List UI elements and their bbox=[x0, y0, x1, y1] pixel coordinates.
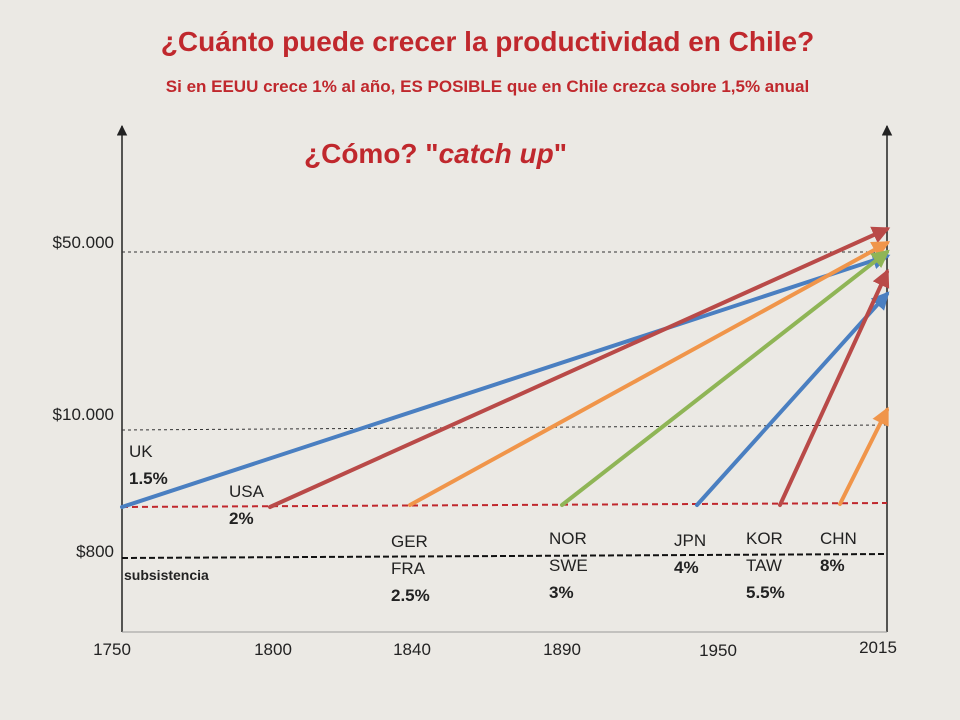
series-label-name: NOR bbox=[549, 529, 587, 548]
series-label: NOR SWE 3% bbox=[549, 529, 588, 602]
x-tick-label-2015: 2015 bbox=[859, 638, 897, 657]
baseline-start-level bbox=[121, 502, 888, 508]
series-label-name: SWE bbox=[549, 556, 588, 575]
catch-up-emphasis: catch up bbox=[438, 138, 554, 169]
subsistence-label: subsistencia bbox=[124, 567, 209, 583]
subsistence-line bbox=[121, 553, 888, 559]
y-tick-label: $10.000 bbox=[53, 405, 114, 424]
y-tick-label: $800 bbox=[76, 542, 114, 561]
series-label: UK 1.5% bbox=[129, 442, 168, 488]
catch-up-prefix: ¿Cómo? " bbox=[304, 138, 439, 169]
x-tick-label-1750: 1750 bbox=[93, 640, 131, 659]
chart-tick-labels: 1750 1800 1840 1890 1950 2015 $800 $10.000 $50.0… bbox=[53, 233, 897, 660]
catch-up-suffix: " bbox=[553, 138, 568, 169]
series-arrow-nor-swe bbox=[560, 249, 890, 507]
series-label-rate: 2.5% bbox=[391, 586, 430, 605]
series-arrow-usa bbox=[268, 226, 891, 509]
series-label-name: GER bbox=[391, 532, 428, 551]
x-tick-label-1840: 1840 bbox=[393, 640, 431, 659]
series-arrow-jpn bbox=[695, 291, 890, 507]
series-label-rate: 3% bbox=[549, 583, 574, 602]
chart-series-labels: UK 1.5% USA 2% GER FRA 2.5% NOR SWE 3% JPN 4% KOR TAW… bbox=[129, 442, 857, 605]
slide-title: ¿Cuánto puede crecer la productividad en… bbox=[160, 26, 815, 57]
series-label-name: TAW bbox=[746, 556, 782, 575]
series-label-name: FRA bbox=[391, 559, 426, 578]
series-arrow-kor-taw bbox=[778, 268, 890, 507]
x-tick-label-1890: 1890 bbox=[543, 640, 581, 659]
series-label: CHN 8% bbox=[820, 529, 857, 575]
x-tick-label-1950: 1950 bbox=[699, 641, 737, 660]
series-label-rate: 8% bbox=[820, 556, 845, 575]
series-label-rate: 2% bbox=[229, 509, 254, 528]
series-arrow-chn bbox=[838, 406, 889, 506]
chart-axes bbox=[116, 124, 893, 633]
series-label: GER FRA 2.5% bbox=[391, 532, 430, 605]
slide-subtitle: Si en EEUU crece 1% al año, ES POSIBLE q… bbox=[165, 77, 810, 96]
series-label: KOR TAW 5.5% bbox=[746, 529, 785, 602]
series-label-name: CHN bbox=[820, 529, 857, 548]
series-label: JPN 4% bbox=[674, 531, 706, 577]
series-label-name: KOR bbox=[746, 529, 783, 548]
series-arrow-uk bbox=[120, 251, 891, 509]
series-label-name: JPN bbox=[674, 531, 706, 550]
gridline-10000 bbox=[121, 424, 888, 431]
series-arrow-ger-fra bbox=[408, 241, 891, 507]
catch-up-heading: ¿Cómo? "catch up" bbox=[304, 138, 567, 170]
series-label-rate: 4% bbox=[674, 558, 699, 577]
series-label: USA 2% bbox=[229, 482, 265, 528]
series-label-name: USA bbox=[229, 482, 265, 501]
series-label-rate: 1.5% bbox=[129, 469, 168, 488]
series-label-name: UK bbox=[129, 442, 153, 461]
x-tick-label-1800: 1800 bbox=[254, 640, 292, 659]
y-tick-label: $50.000 bbox=[53, 233, 114, 252]
chart-series bbox=[120, 226, 891, 509]
chart-gridlines bbox=[121, 251, 888, 559]
series-label-rate: 5.5% bbox=[746, 583, 785, 602]
